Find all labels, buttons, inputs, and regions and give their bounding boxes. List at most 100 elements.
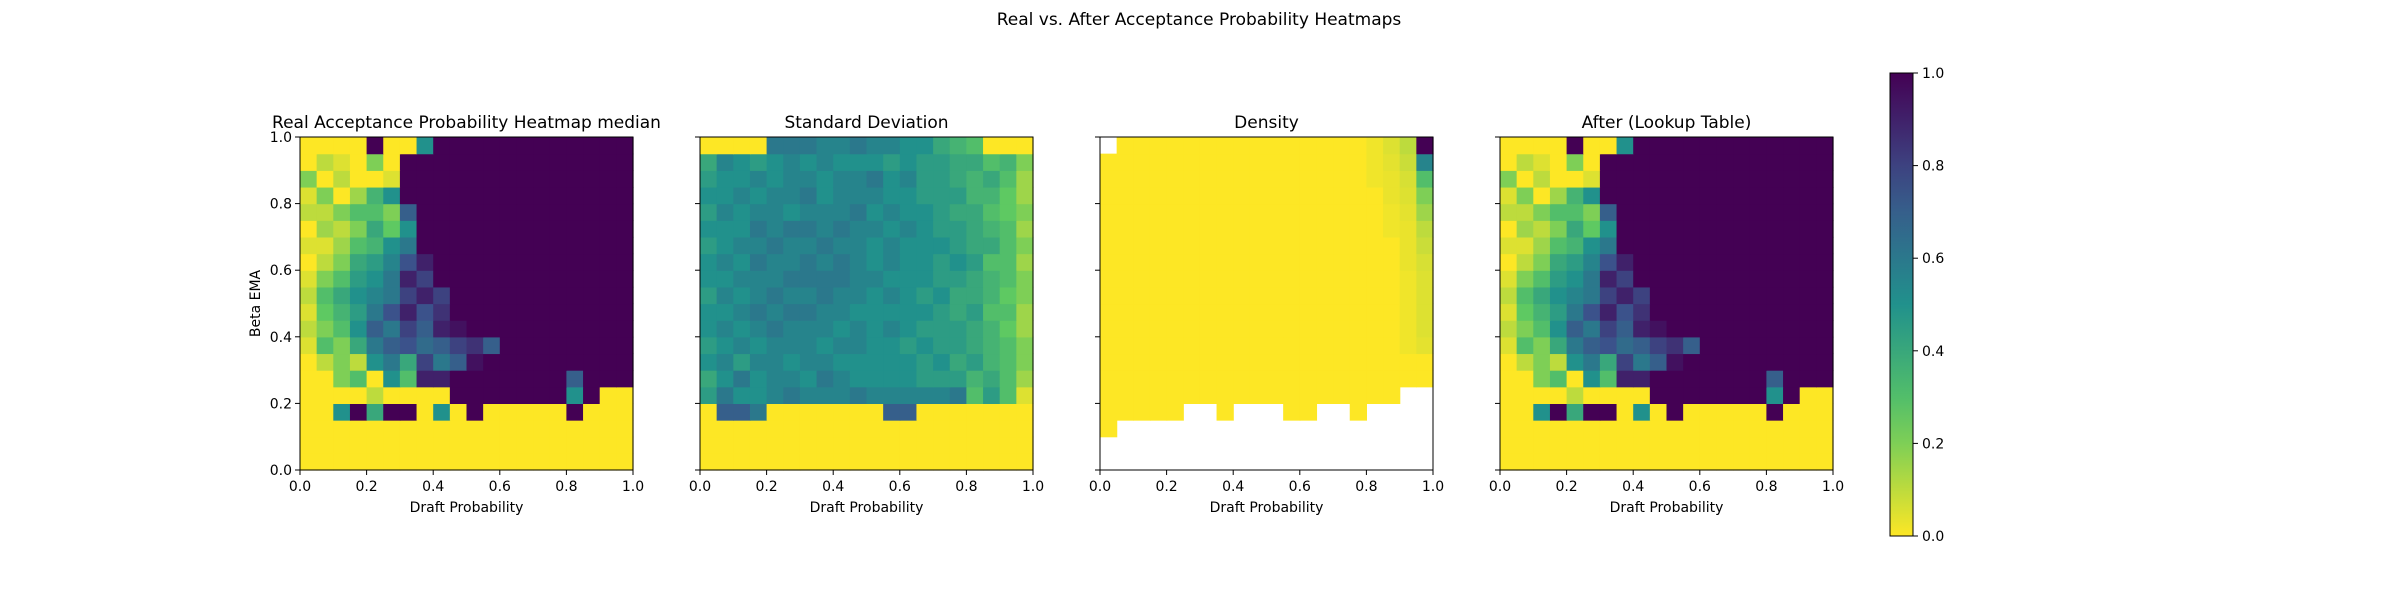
heatmap-cell xyxy=(1683,253,1701,271)
heatmap-cell xyxy=(949,420,967,438)
heatmap-cell xyxy=(983,336,1001,355)
heatmap-cell xyxy=(1699,336,1718,355)
heatmap-cell xyxy=(1549,436,1568,454)
heatmap-cell xyxy=(1599,137,1618,155)
heatmap-cell xyxy=(300,153,318,171)
heatmap-cell xyxy=(1233,153,1251,171)
heatmap-cell xyxy=(1549,170,1568,188)
heatmap-cell xyxy=(333,353,351,371)
heatmap-cell xyxy=(1566,236,1584,255)
heatmap-cell xyxy=(1516,153,1534,171)
heatmap-cell xyxy=(1233,336,1251,355)
heatmap-cell xyxy=(399,320,418,338)
heatmap-cell xyxy=(316,420,334,438)
heatmap-cell xyxy=(1733,436,1751,454)
heatmap-cell xyxy=(1016,236,1034,255)
heatmap-cell xyxy=(949,153,967,171)
heatmap-cell xyxy=(1799,303,1817,321)
heatmap-cell xyxy=(1633,420,1651,438)
heatmap-cell xyxy=(983,137,1001,155)
heatmap-cell xyxy=(799,137,818,155)
heatmap-cell xyxy=(1533,336,1551,355)
heatmap-cell xyxy=(1766,336,1784,355)
heatmap-cell xyxy=(700,137,718,155)
heatmap-cell xyxy=(1199,186,1218,205)
heatmap-cell xyxy=(1149,137,1168,155)
heatmap-cell xyxy=(416,386,434,404)
heatmap-cell xyxy=(1516,137,1534,155)
heatmap-cell xyxy=(599,453,617,471)
heatmap-cell xyxy=(566,436,584,454)
heatmap-cell xyxy=(1583,320,1601,338)
heatmap-cell xyxy=(1783,253,1801,271)
heatmap-cell xyxy=(999,370,1017,388)
x-tick-label: 0.2 xyxy=(755,479,777,495)
heatmap-cell xyxy=(1100,303,1118,321)
heatmap-cell xyxy=(599,303,617,321)
x-tick-label: 0.2 xyxy=(1555,479,1577,495)
heatmap-cell xyxy=(366,420,384,438)
heatmap-cell xyxy=(333,436,351,454)
heatmap-cell xyxy=(483,170,501,188)
heatmap-cell xyxy=(1100,420,1118,438)
heatmap-cell xyxy=(466,303,484,321)
heatmap-cell xyxy=(416,403,434,421)
heatmap-cell xyxy=(399,253,418,271)
heatmap-cell xyxy=(1749,320,1767,338)
heatmap-cell xyxy=(1100,336,1118,355)
heatmap-cell xyxy=(1683,320,1701,338)
heatmap-cell xyxy=(1766,403,1784,421)
heatmap-cell xyxy=(533,420,551,438)
heatmap-cell xyxy=(1016,403,1034,421)
heatmap-cell xyxy=(1799,453,1817,471)
heatmap-cell xyxy=(433,137,451,155)
heatmap-cell xyxy=(1016,270,1034,288)
heatmap-cell xyxy=(1549,236,1568,255)
heatmap-cell xyxy=(1416,137,1434,155)
heatmap-cell xyxy=(616,203,634,221)
heatmap-cell xyxy=(849,170,868,188)
heatmap-cell xyxy=(366,320,384,338)
heatmap-cell xyxy=(1566,286,1584,305)
heatmap-cell xyxy=(849,436,868,454)
heatmap-cell xyxy=(1633,386,1651,404)
heatmap-cell xyxy=(1699,436,1718,454)
heatmap-cell xyxy=(449,386,468,404)
heatmap-cell xyxy=(1299,403,1318,421)
heatmap-cell xyxy=(1116,353,1134,371)
heatmap-cell xyxy=(949,220,967,238)
heatmap-cell xyxy=(799,220,818,238)
heatmap-cell xyxy=(783,270,801,288)
heatmap-cell xyxy=(333,386,351,404)
heatmap-cell xyxy=(816,420,834,438)
heatmap-cell xyxy=(1516,453,1534,471)
heatmap-cell xyxy=(1749,220,1767,238)
heatmap-cell xyxy=(433,336,451,355)
heatmap-cell xyxy=(1283,137,1301,155)
heatmap-cell xyxy=(1566,336,1584,355)
heatmap-cell xyxy=(1316,370,1334,388)
heatmap-cell xyxy=(1199,137,1218,155)
heatmap-cell xyxy=(816,436,834,454)
heatmap-cell xyxy=(716,186,734,205)
heatmap-cell xyxy=(816,186,834,205)
heatmap-cell xyxy=(1249,203,1268,221)
heatmap-cell xyxy=(366,270,384,288)
heatmap-cell xyxy=(1166,137,1184,155)
colorbar-tick-label: 0.8 xyxy=(1922,159,1944,175)
heatmap-cell xyxy=(1516,270,1534,288)
heatmap-cell xyxy=(700,386,718,404)
heatmap-cell xyxy=(1633,436,1651,454)
heatmap-cell xyxy=(483,286,501,305)
heatmap-cell xyxy=(1666,320,1684,338)
heatmap-cell xyxy=(1649,336,1668,355)
heatmap-cell xyxy=(916,236,934,255)
heatmap-cell xyxy=(1699,420,1718,438)
heatmap-cell xyxy=(749,286,768,305)
heatmap-cell xyxy=(1766,286,1784,305)
heatmap-cell xyxy=(1616,286,1634,305)
heatmap-cell xyxy=(899,270,918,288)
heatmap-cell xyxy=(433,270,451,288)
heatmap-cell xyxy=(1816,370,1834,388)
heatmap-cell xyxy=(1733,270,1751,288)
